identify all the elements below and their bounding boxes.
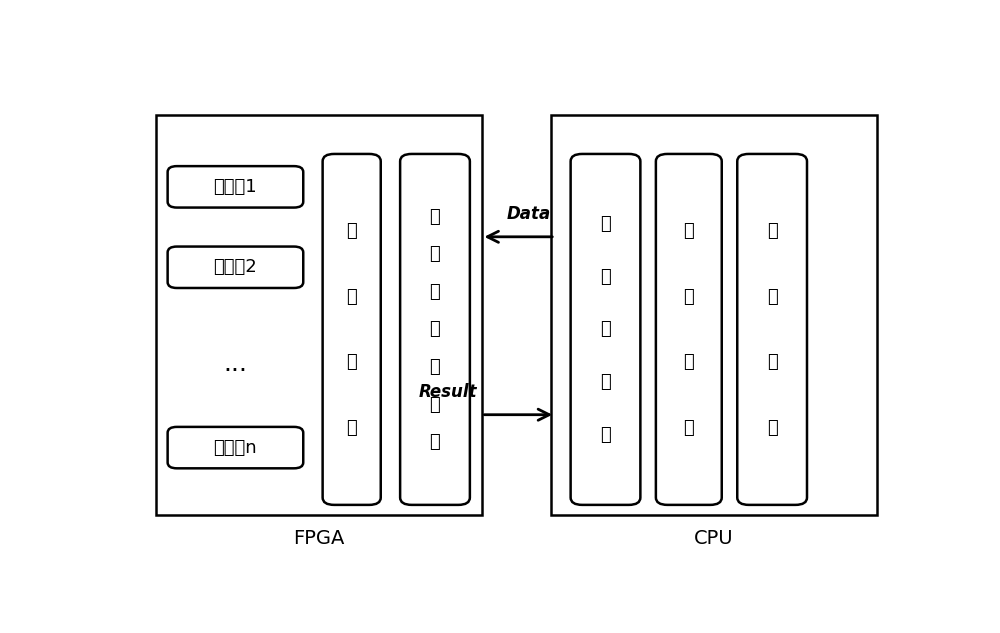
FancyBboxPatch shape [400,154,470,505]
Text: 讯: 讯 [430,358,440,376]
FancyBboxPatch shape [168,247,303,288]
Text: 处理剸1: 处理剸1 [214,178,257,196]
Text: 练: 练 [767,287,778,306]
Bar [156,115,482,515]
Text: 处理器n: 处理器n [214,439,257,456]
Text: CPU: CPU [694,529,734,549]
Text: 接: 接 [430,396,440,413]
Bar [551,115,877,515]
Text: 器: 器 [683,419,694,437]
Text: 译: 译 [600,373,611,391]
Text: 字: 字 [600,268,611,285]
Text: 口: 口 [430,433,440,451]
Text: 数: 数 [600,215,611,233]
Text: 器: 器 [600,426,611,444]
Text: 通: 通 [430,320,440,339]
Text: 处: 处 [683,287,694,306]
Text: FPGA: FPGA [293,529,344,549]
Text: 载: 载 [346,287,357,306]
Text: 理: 理 [683,353,694,372]
Text: ...: ... [224,351,248,375]
Text: 编: 编 [600,320,611,339]
Text: 批: 批 [683,222,694,240]
FancyBboxPatch shape [571,154,640,505]
Text: 处理剸2: 处理剸2 [214,258,257,276]
Text: Data: Data [507,205,551,223]
Text: 高: 高 [430,208,440,225]
Text: Result: Result [419,383,478,401]
FancyBboxPatch shape [168,427,303,468]
Text: 板: 板 [346,222,357,240]
Text: 型: 型 [767,419,778,437]
Text: 能: 能 [430,283,440,301]
FancyBboxPatch shape [323,154,381,505]
Text: 性: 性 [430,245,440,263]
FancyBboxPatch shape [656,154,722,505]
Text: 训: 训 [767,222,778,240]
FancyBboxPatch shape [737,154,807,505]
Text: 存: 存 [346,419,357,437]
Text: 模: 模 [767,353,778,372]
FancyBboxPatch shape [168,166,303,208]
Text: 内: 内 [346,353,357,372]
